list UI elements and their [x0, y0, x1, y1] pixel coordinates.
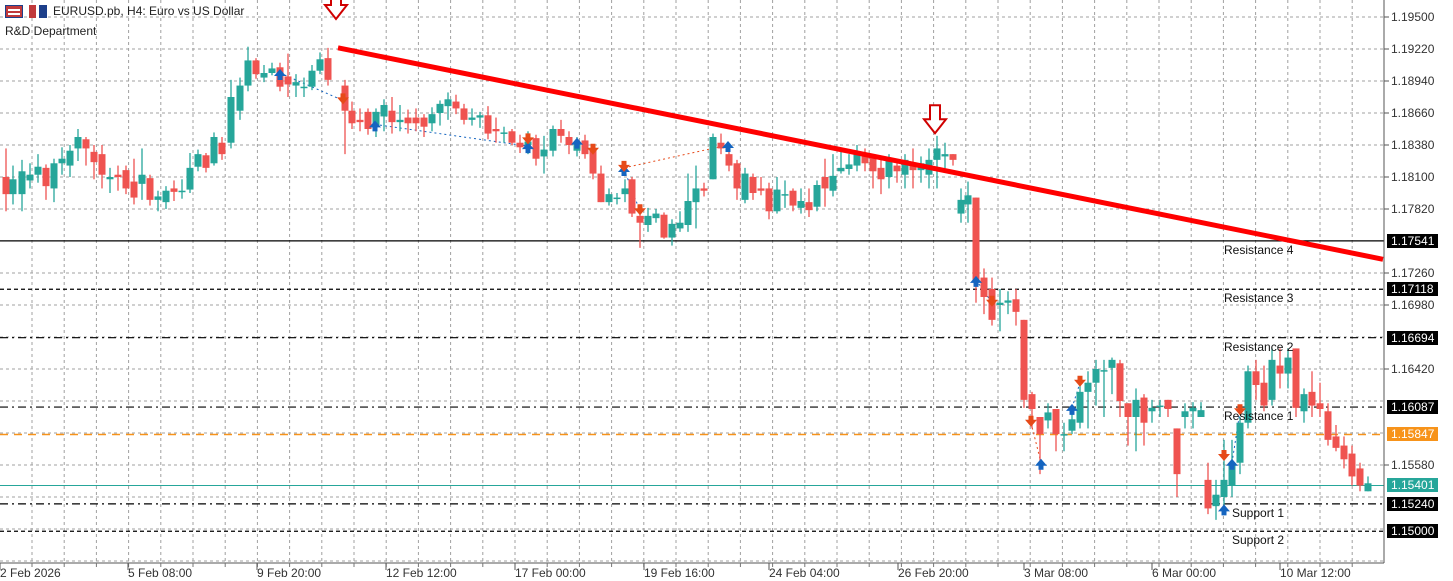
menu-icon[interactable] — [5, 4, 23, 18]
price-tag: 1.17118 — [1387, 282, 1438, 297]
level-label: Support 2 — [1232, 533, 1285, 548]
symbol-title: EURUSD.pb, H4: Euro vs US Dollar — [53, 4, 245, 18]
time-tick-label: 3 Mar 08:00 — [1024, 566, 1089, 580]
price-tick-label: 1.18380 — [1391, 137, 1435, 152]
time-tick-label: 5 Feb 08:00 — [128, 566, 193, 580]
price-tick-label: 1.17820 — [1391, 201, 1435, 216]
price-tick-label: 1.18940 — [1391, 73, 1435, 88]
signal-arrows — [274, 68, 1246, 516]
candlesticks — [2, 46, 1372, 520]
price-tag: 1.15240 — [1387, 496, 1439, 511]
trendline[interactable] — [322, 0, 1384, 262]
level-label: Resistance 3 — [1224, 291, 1294, 306]
price-tick-label: 1.18660 — [1391, 105, 1435, 120]
price-tick-label: 1.17260 — [1391, 265, 1435, 280]
price-tag: 1.15401 — [1387, 478, 1439, 493]
price-tick-label: 1.19220 — [1391, 41, 1435, 56]
price-tag: 1.17541 — [1387, 233, 1439, 248]
axis-ticks — [0, 16, 1389, 570]
time-tick-label: 6 Mar 00:00 — [1152, 566, 1217, 580]
price-tag: 1.16694 — [1387, 330, 1439, 345]
level-label: Resistance 2 — [1224, 339, 1294, 354]
price-tick-label: 1.16420 — [1391, 361, 1435, 376]
time-tick-label: 24 Feb 04:00 — [769, 566, 840, 580]
support-resistance-levels — [0, 240, 1384, 532]
price-tick-label: 1.15580 — [1391, 457, 1435, 472]
price-tag: 1.15000 — [1387, 524, 1439, 539]
chart-header: EURUSD.pb, H4: Euro vs US Dollar — [5, 4, 244, 18]
chart-icon[interactable] — [29, 4, 47, 18]
level-label: Support 1 — [1232, 505, 1285, 520]
price-tick-label: 1.18100 — [1391, 169, 1435, 184]
time-tick-label: 2 Feb 2026 — [0, 566, 61, 580]
price-tag: 1.15847 — [1387, 427, 1439, 442]
time-tick-label: 19 Feb 16:00 — [644, 566, 715, 580]
time-tick-label: 17 Feb 00:00 — [515, 566, 586, 580]
time-tick-label: 9 Feb 20:00 — [257, 566, 322, 580]
price-tag: 1.16087 — [1387, 400, 1439, 415]
price-tick-label: 1.19500 — [1391, 10, 1435, 24]
price-tick-label: 1.16980 — [1391, 297, 1435, 312]
time-tick-label: 26 Feb 20:00 — [898, 566, 969, 580]
time-tick-label: 10 Mar 12:00 — [1280, 566, 1351, 580]
subtitle: R&D Department — [5, 24, 97, 38]
time-tick-label: 12 Feb 12:00 — [386, 566, 457, 580]
signal-links — [279, 72, 1241, 509]
level-label: Resistance 1 — [1224, 409, 1294, 424]
level-label: Resistance 4 — [1224, 242, 1294, 257]
